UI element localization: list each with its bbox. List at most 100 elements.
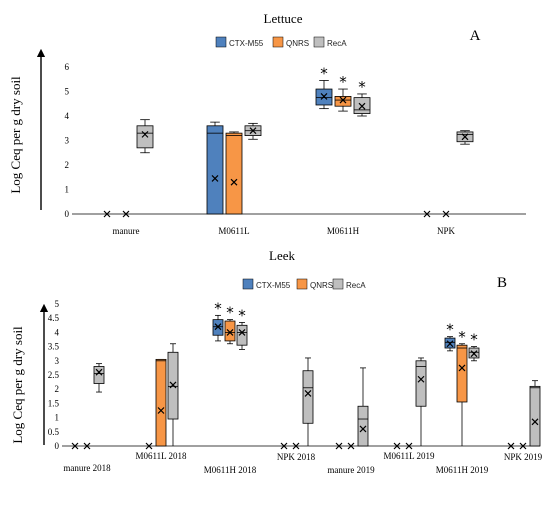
mean-marker <box>458 364 466 372</box>
x-category-label: NPK 2018 <box>277 452 316 462</box>
y-tick-label: 6 <box>65 62 70 72</box>
significance-star: * <box>238 306 246 324</box>
mean-marker <box>226 328 234 336</box>
x-category-label: M0611L 2019 <box>383 451 435 461</box>
y-ticks-b: 0 0.5 1 1.5 2 2.5 3 3.5 4 4.5 5 <box>48 299 60 451</box>
box-qnrs <box>122 210 130 218</box>
mean-marker <box>507 442 515 450</box>
mean-marker <box>145 442 153 450</box>
chart-title-b: Leek <box>269 248 295 263</box>
panel-label-b: B <box>497 275 507 291</box>
box-body <box>236 324 248 346</box>
box-ctx-m55 <box>103 210 111 218</box>
mean-marker <box>358 102 366 110</box>
mean-marker <box>141 130 149 138</box>
significance-star: * <box>320 64 328 82</box>
legend-swatch-reca <box>332 278 344 290</box>
y-tick-label: 1 <box>65 185 70 195</box>
box-ctx-m55 <box>507 442 515 450</box>
x-category-label: manure <box>113 226 140 236</box>
significance-star: * <box>470 331 478 349</box>
y-tick-label: 3 <box>65 136 70 146</box>
box-body <box>155 358 167 447</box>
box-qnrs <box>347 442 355 450</box>
box-reca: * <box>236 306 248 350</box>
mean-marker <box>359 425 367 433</box>
mean-marker <box>211 175 219 182</box>
y-ticks-a: 0 1 2 3 4 5 6 <box>65 62 70 219</box>
mean-marker <box>531 418 539 426</box>
mean-marker <box>320 92 328 100</box>
x-category-label: NPK 2019 <box>504 452 543 462</box>
box-ctx-m55 <box>393 442 401 450</box>
box-qnrs <box>225 131 243 215</box>
mean-marker <box>169 381 177 389</box>
significance-star: * <box>458 328 466 346</box>
significance-star: * <box>446 321 454 339</box>
y-tick-label: 4 <box>55 327 60 337</box>
mean-marker <box>347 442 355 450</box>
box-body <box>136 125 154 149</box>
significance-star: * <box>214 299 222 317</box>
y-tick-label: 5 <box>55 299 60 309</box>
mean-marker <box>442 210 450 218</box>
legend-label-ctx-m55: CTX-M55 <box>229 39 264 48</box>
y-tick-label: 2.5 <box>48 370 60 380</box>
mean-marker <box>461 133 469 141</box>
mean-marker <box>249 127 257 135</box>
box-qnrs <box>155 358 167 447</box>
mean-marker <box>470 350 478 358</box>
y-tick-label: 0.5 <box>48 427 60 437</box>
legend-a: CTX-M55 QNRS RecA <box>215 36 347 48</box>
y-axis-label-a: Log Ceq per g dry soil <box>8 76 23 194</box>
x-category-label: M0611H 2018 <box>204 465 257 475</box>
plot-area-b: * * ** * * <box>71 299 541 450</box>
y-tick-label: 2 <box>55 384 60 394</box>
box-ctx-m55: * <box>315 64 333 110</box>
box-ctx-m55 <box>335 442 343 450</box>
x-category-label: M0611L <box>218 226 249 236</box>
box-reca <box>415 357 427 446</box>
box-reca <box>529 380 541 447</box>
box-ctx-m55: * <box>444 321 456 352</box>
mean-marker <box>157 407 165 414</box>
chart-panel-b: Leek B CTX-M55 QNRS RecA Log Ceq per g d… <box>10 248 543 475</box>
x-categories-b: manure 2018 M0611L 2018 M0611H 2018 NPK 201… <box>63 451 542 475</box>
mean-marker <box>83 442 91 450</box>
mean-marker <box>393 442 401 450</box>
y-tick-label: 0 <box>65 209 70 219</box>
box-ctx-m55 <box>206 121 224 215</box>
mean-marker <box>405 442 413 450</box>
box-qnrs: * <box>334 73 352 112</box>
chart-title-a: Lettuce <box>264 11 303 26</box>
box-body <box>334 96 352 107</box>
mean-marker <box>292 442 300 450</box>
y-tick-label: 4.5 <box>48 313 60 323</box>
box-reca <box>93 363 105 393</box>
mean-marker <box>519 442 527 450</box>
legend-swatch-qnrs <box>296 278 308 290</box>
mean-marker <box>214 323 222 331</box>
x-category-label: M0611H <box>327 226 360 236</box>
box-ctx-m55 <box>145 442 153 450</box>
box-body <box>415 360 427 407</box>
mean-marker <box>423 210 431 218</box>
y-tick-label: 5 <box>65 87 70 97</box>
box-ctx-m55 <box>71 442 79 450</box>
legend-swatch-ctx-m55 <box>242 278 254 290</box>
y-tick-label: 4 <box>65 111 70 121</box>
box-qnrs <box>292 442 300 450</box>
mean-marker <box>280 442 288 450</box>
legend-label-qnrs: QNRS <box>310 281 333 290</box>
x-category-label: manure 2019 <box>327 465 375 475</box>
box-reca: * <box>468 331 480 362</box>
box-reca <box>244 122 262 140</box>
box-reca <box>357 367 369 447</box>
box-body <box>302 370 314 424</box>
chart-panel-a: Lettuce A CTX-M55 QNRS RecA Log Ceq per … <box>8 11 526 236</box>
box-qnrs <box>519 442 527 450</box>
mean-marker <box>339 96 347 104</box>
box-qnrs: * <box>456 328 468 446</box>
mean-marker <box>71 442 79 450</box>
